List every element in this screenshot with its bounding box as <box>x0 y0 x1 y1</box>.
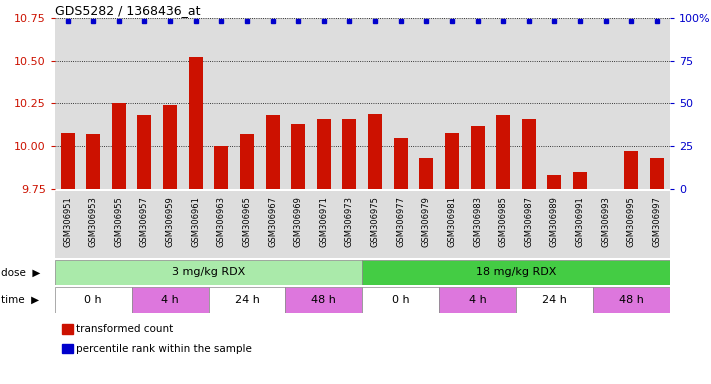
Text: GSM306961: GSM306961 <box>191 196 201 247</box>
Text: GSM306965: GSM306965 <box>242 196 252 247</box>
Text: percentile rank within the sample: percentile rank within the sample <box>76 344 252 354</box>
Text: 48 h: 48 h <box>619 295 643 305</box>
Bar <box>214 146 228 189</box>
Text: 4 h: 4 h <box>469 295 486 305</box>
Text: GSM306987: GSM306987 <box>524 196 533 247</box>
Bar <box>112 103 126 189</box>
Text: GSM306995: GSM306995 <box>627 196 636 247</box>
Text: GSM306973: GSM306973 <box>345 196 354 247</box>
Text: GSM306997: GSM306997 <box>653 196 661 247</box>
Text: GDS5282 / 1368436_at: GDS5282 / 1368436_at <box>55 4 201 17</box>
Text: GSM306981: GSM306981 <box>447 196 456 247</box>
Text: GSM306989: GSM306989 <box>550 196 559 247</box>
Bar <box>650 158 664 189</box>
Bar <box>137 116 151 189</box>
Bar <box>471 126 485 189</box>
Bar <box>573 172 587 189</box>
Bar <box>593 287 670 313</box>
Bar <box>55 287 132 313</box>
Bar <box>86 134 100 189</box>
Text: time  ▶: time ▶ <box>1 295 39 305</box>
Text: GSM306975: GSM306975 <box>370 196 380 247</box>
Text: 48 h: 48 h <box>311 295 336 305</box>
Bar <box>163 105 177 189</box>
Bar <box>343 119 356 189</box>
Text: 0 h: 0 h <box>85 295 102 305</box>
Text: 0 h: 0 h <box>392 295 410 305</box>
Text: 3 mg/kg RDX: 3 mg/kg RDX <box>172 267 245 278</box>
Bar <box>624 151 638 189</box>
Bar <box>599 189 613 192</box>
Bar <box>516 287 593 313</box>
Bar <box>188 57 203 189</box>
Bar <box>208 287 285 313</box>
Bar <box>496 116 510 189</box>
Text: GSM306957: GSM306957 <box>140 196 149 247</box>
Text: GSM306953: GSM306953 <box>89 196 97 247</box>
Bar <box>285 287 363 313</box>
Text: 4 h: 4 h <box>161 295 179 305</box>
Text: GSM306955: GSM306955 <box>114 196 123 247</box>
Bar <box>522 119 536 189</box>
Text: GSM306985: GSM306985 <box>498 196 508 247</box>
Text: 18 mg/kg RDX: 18 mg/kg RDX <box>476 267 556 278</box>
Text: 24 h: 24 h <box>542 295 567 305</box>
Bar <box>445 132 459 189</box>
Bar <box>60 132 75 189</box>
Text: GSM306963: GSM306963 <box>217 196 226 247</box>
Text: GSM306959: GSM306959 <box>166 196 175 247</box>
Bar <box>265 116 279 189</box>
Bar <box>317 119 331 189</box>
Bar <box>419 158 434 189</box>
Bar <box>55 260 363 285</box>
Text: GSM306971: GSM306971 <box>319 196 328 247</box>
Bar <box>363 260 670 285</box>
Bar <box>439 287 516 313</box>
Text: GSM306951: GSM306951 <box>63 196 72 247</box>
Text: GSM306977: GSM306977 <box>396 196 405 247</box>
Text: GSM306967: GSM306967 <box>268 196 277 247</box>
Text: 24 h: 24 h <box>235 295 260 305</box>
Bar <box>291 124 305 189</box>
Bar <box>132 287 208 313</box>
Text: GSM306993: GSM306993 <box>602 196 610 247</box>
Text: transformed count: transformed count <box>76 324 173 334</box>
Text: GSM306979: GSM306979 <box>422 196 431 247</box>
Bar <box>547 175 562 189</box>
Text: dose  ▶: dose ▶ <box>1 267 40 278</box>
Text: GSM306991: GSM306991 <box>576 196 584 247</box>
Bar <box>363 287 439 313</box>
Bar <box>240 134 254 189</box>
Bar <box>394 137 407 189</box>
Text: GSM306983: GSM306983 <box>473 196 482 247</box>
Bar <box>368 114 382 189</box>
Text: GSM306969: GSM306969 <box>294 196 303 247</box>
